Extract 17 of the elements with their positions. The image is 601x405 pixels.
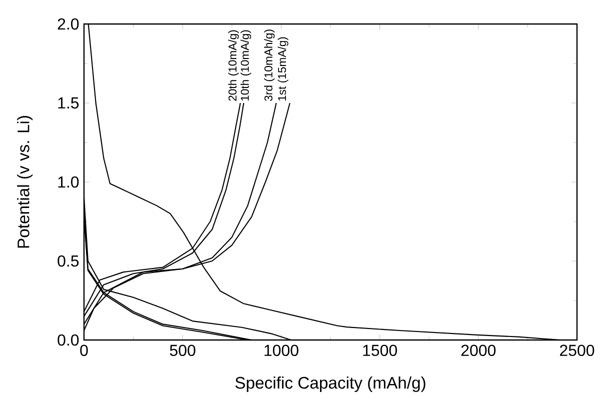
text: 10th (10mA/g) (240, 30, 252, 101)
y-tick-label: 0.0 (58, 334, 79, 346)
y-axis-title: Potential (v vs. Li) (17, 116, 33, 248)
y-tick-label: 1.5 (58, 97, 79, 109)
y-tick-label: 0.5 (58, 255, 79, 267)
y-tick-label: 2.0 (58, 18, 79, 30)
x-tick-label: 2000 (461, 344, 496, 356)
x-tick-label: 500 (170, 344, 196, 356)
x-axis-title: Specific Capacity (mAh/g) (235, 376, 426, 392)
y-tick-label: 1.0 (58, 176, 79, 188)
x-tick-label: 1000 (264, 344, 298, 356)
x-tick-label: 0 (80, 344, 88, 356)
x-tick-label: 2500 (560, 344, 594, 356)
text: 3rd (10mAh/g) (264, 30, 275, 101)
text: 1st (15mA/g) (278, 37, 288, 101)
text: 20th (10mA/g) (228, 30, 239, 101)
x-tick-label: 1500 (363, 344, 397, 356)
